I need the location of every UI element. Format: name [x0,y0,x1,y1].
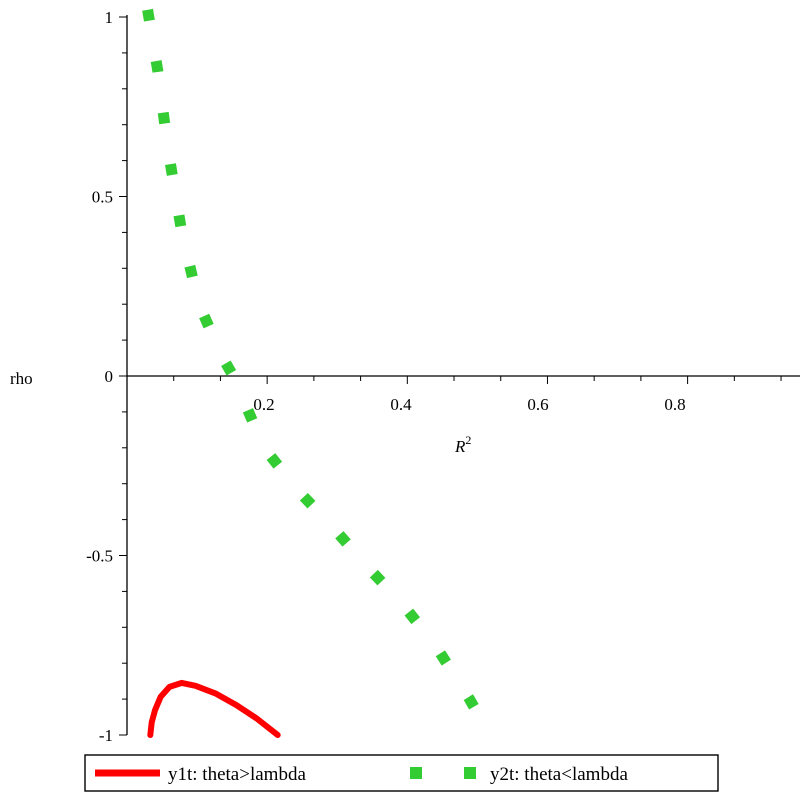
x-tick-label: 0.8 [664,395,685,414]
legend-swatch-y2t-a [410,767,422,779]
x-tick-label: 0.2 [253,395,274,414]
x-axis-label-superscript: 2 [465,433,471,447]
legend-box [84,754,719,792]
legend-label-y1t: y1t: theta>lambda [168,764,306,785]
series-layer [142,8,495,738]
axis-ticks [119,16,782,736]
legend: y1t: theta>lambda y2t: theta<lambda [84,754,719,792]
legend-label-y2t: y2t: theta<lambda [490,764,628,785]
y-tick-label: 0.5 [92,188,113,207]
tick-labels: 0.2 0.4 0.6 0.8 1 0.5 0 -0.5 -1 [86,8,686,745]
y-tick-label: -0.5 [86,547,113,566]
series-line-y1t [147,679,281,738]
axes [126,15,800,735]
y-tick-label: -1 [99,726,113,745]
series-line-y2t [142,8,495,738]
x-axis-label-base: R [454,437,466,456]
y-axis-label: rho [10,369,33,388]
y-tick-label: 1 [105,8,114,27]
x-tick-label: 0.4 [390,395,412,414]
y-tick-label: 0 [105,367,114,386]
x-tick-label: 0.6 [527,395,548,414]
legend-swatch-y2t-b [464,767,476,779]
x-axis-label: R2 [454,433,471,456]
